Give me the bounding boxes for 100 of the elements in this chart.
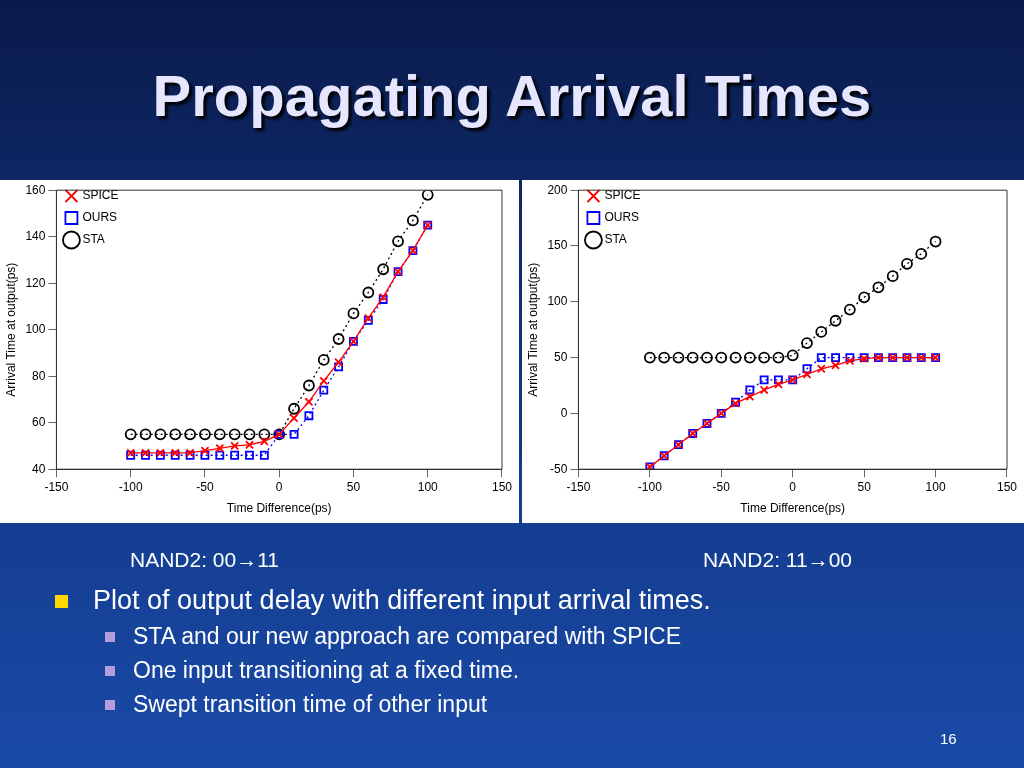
y-tick-label: 160 [25, 182, 46, 197]
point [259, 436, 269, 446]
point [815, 326, 828, 338]
point [759, 385, 769, 395]
x-tick-label: -150 [566, 479, 591, 494]
point [658, 351, 671, 364]
y-tick-label: 100 [547, 294, 568, 309]
text: STA and our new approach are compared with SPICE [105, 623, 711, 650]
point [334, 357, 344, 367]
y-tick-label: 80 [32, 368, 46, 383]
point [215, 443, 225, 453]
point [259, 450, 269, 460]
chart-title: Propagating Arrival Times [151, 62, 873, 129]
x-tick-label: -100 [118, 479, 144, 494]
x-tick-label: -50 [712, 479, 731, 494]
text: One input transitioning at a fixed time. [105, 657, 711, 684]
point [421, 190, 434, 201]
x-tick-label: 100 [925, 479, 946, 494]
point [304, 411, 314, 421]
point [319, 376, 329, 386]
point [245, 450, 254, 460]
point [213, 428, 226, 441]
point [258, 428, 271, 441]
y-tick-label: 140 [25, 229, 46, 244]
point [124, 428, 137, 441]
y-tick-label: 120 [25, 275, 46, 290]
x-tick-label: 50 [857, 479, 872, 494]
point [228, 428, 241, 441]
point [377, 263, 390, 276]
point [872, 281, 885, 294]
point [915, 247, 928, 260]
point [245, 440, 254, 450]
text: Plot of output delay with different input arrival times. [55, 585, 711, 616]
point [332, 333, 345, 345]
point [772, 351, 785, 364]
point [304, 397, 314, 407]
y-tick-label: 200 [547, 182, 568, 197]
y-tick-label: 0 [560, 405, 568, 420]
legend-label: SPICE [604, 188, 641, 203]
point [303, 379, 315, 392]
point [200, 446, 210, 456]
text: NAND2: 00→11 [130, 548, 280, 572]
point [139, 428, 152, 441]
point [802, 364, 812, 374]
text: 16 [940, 730, 957, 747]
legend-label: STA [604, 232, 627, 247]
point [686, 351, 699, 364]
x-tick-label: 150 [996, 479, 1018, 494]
point [200, 450, 210, 460]
point [929, 235, 942, 248]
y-axis-title: Arrival Time at output(ps) [3, 262, 18, 397]
point [745, 392, 755, 402]
x-tick-label: 50 [346, 479, 361, 494]
point [362, 286, 375, 299]
x-tick-label: -150 [44, 479, 69, 494]
point [773, 379, 783, 389]
point [230, 441, 240, 451]
point [901, 257, 913, 270]
legend-label: STA [82, 232, 105, 247]
x-tick-label: 150 [491, 479, 513, 494]
point [801, 337, 813, 349]
point [743, 351, 756, 364]
legend-label: SPICE [82, 188, 119, 203]
point [786, 349, 799, 362]
point [758, 351, 771, 364]
point [334, 362, 344, 372]
point [701, 351, 713, 364]
point [831, 353, 840, 363]
point [858, 291, 871, 304]
text: NAND2: 11→00 [703, 548, 853, 572]
point [672, 351, 685, 364]
point [816, 364, 826, 374]
y-tick-label: 60 [32, 415, 46, 430]
x-tick-label: -50 [196, 479, 214, 494]
point [802, 369, 812, 379]
x-axis-title: Time Difference(ps) [740, 501, 846, 516]
point [317, 354, 330, 366]
point [643, 351, 656, 364]
point [831, 360, 840, 370]
point [169, 428, 182, 441]
legend-label: OURS [604, 210, 640, 225]
point [230, 450, 240, 460]
point [347, 307, 360, 320]
x-tick-label: 0 [789, 479, 797, 494]
point [319, 385, 329, 395]
point [199, 428, 211, 441]
y-tick-label: 40 [32, 461, 46, 476]
y-tick-label: 50 [554, 349, 568, 364]
legend-label: OURS [82, 210, 118, 225]
point [392, 235, 404, 248]
point [289, 413, 299, 423]
x-tick-label: 100 [417, 479, 439, 494]
text: Swept transition time of other input [105, 691, 711, 718]
point [154, 428, 167, 441]
point [816, 353, 826, 363]
x-tick-label: -100 [637, 479, 663, 494]
point [406, 214, 419, 227]
point [215, 450, 225, 460]
y-tick-label: 150 [547, 238, 568, 253]
point [184, 428, 196, 441]
